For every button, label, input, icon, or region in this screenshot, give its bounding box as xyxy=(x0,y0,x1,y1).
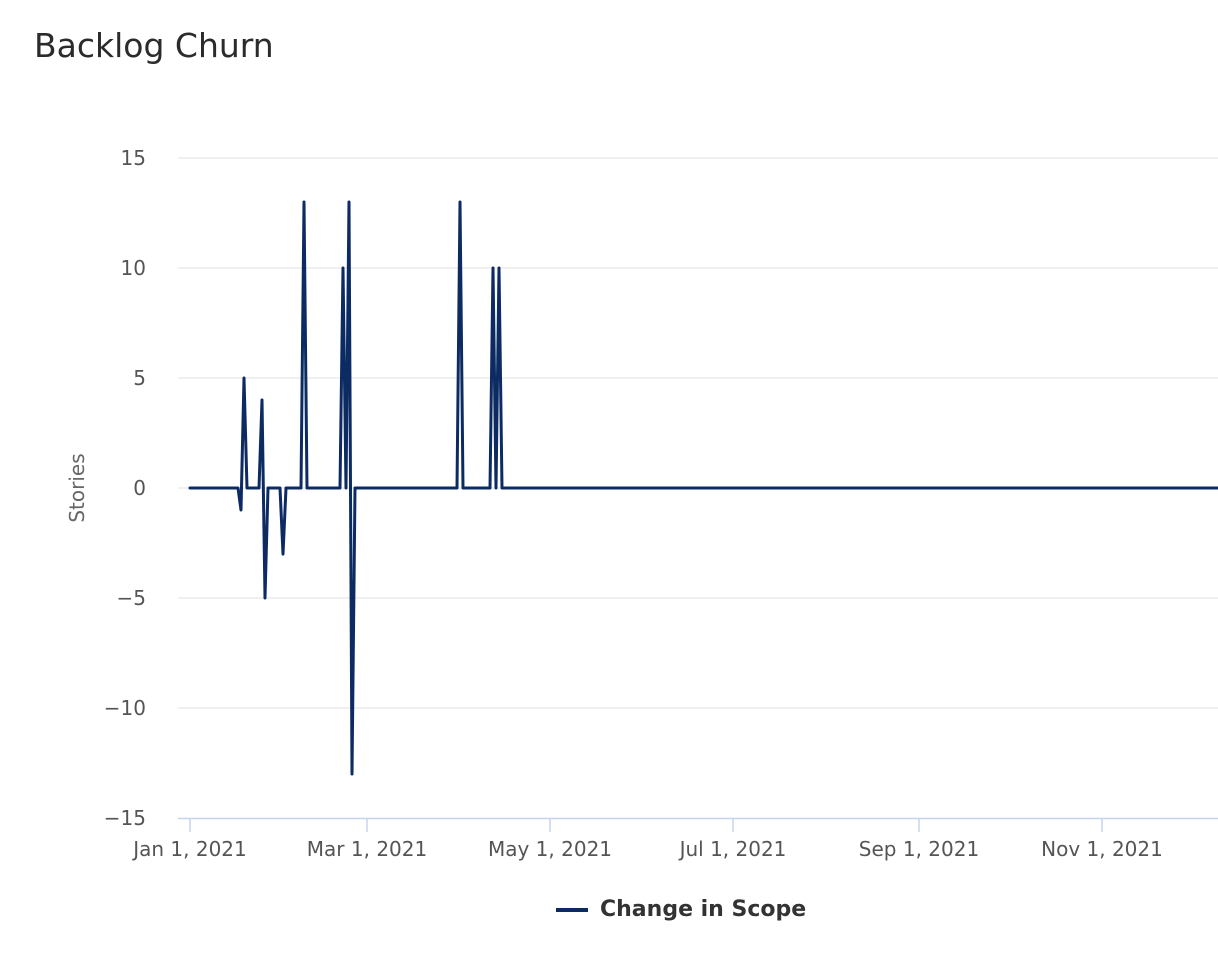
y-tick-label: −10 xyxy=(104,696,146,720)
x-tick-label: May 1, 2021 xyxy=(488,837,612,861)
y-tick-label: 10 xyxy=(121,256,146,280)
y-axis-title: Stories xyxy=(65,453,89,522)
x-tick-label: Sep 1, 2021 xyxy=(859,837,979,861)
y-tick-label: 5 xyxy=(133,366,146,390)
x-tick-label: Mar 1, 2021 xyxy=(307,837,427,861)
x-tick-label: Jul 1, 2021 xyxy=(678,837,787,861)
y-tick-label: −5 xyxy=(117,586,146,610)
x-axis-ticks: Jan 1, 2021 Mar 1, 2021 May 1, 2021 Jul 1, … xyxy=(131,818,1163,861)
y-axis-ticks: 15 10 5 0 −5 −10 −15 xyxy=(104,146,146,830)
y-tick-label: −15 xyxy=(104,806,146,830)
x-tick-label: Nov 1, 2021 xyxy=(1041,837,1163,861)
series-layer xyxy=(188,200,1218,776)
y-tick-label: 0 xyxy=(133,476,146,500)
chart-title: Backlog Churn xyxy=(34,26,274,65)
legend-swatch xyxy=(556,907,588,912)
x-tick-label: Jan 1, 2021 xyxy=(131,837,247,861)
grid-lines xyxy=(178,157,1218,709)
legend-label: Change in Scope xyxy=(600,897,807,922)
legend-item-change-in-scope[interactable]: Change in Scope xyxy=(556,897,806,922)
series-line-0 xyxy=(188,200,1218,776)
y-tick-label: 15 xyxy=(121,146,146,170)
